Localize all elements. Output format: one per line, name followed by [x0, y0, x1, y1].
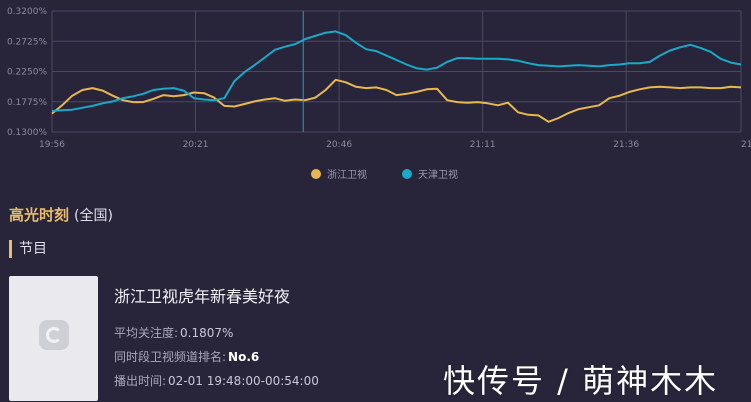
x-tick-label: 21:36	[613, 140, 639, 150]
air-time-label: 播出时间:	[114, 374, 167, 388]
chart-series	[51, 30, 742, 123]
program-thumbnail[interactable]	[9, 276, 98, 401]
x-axis-ticks: 19:56 20:21 20:46 21:11 21:36 21:56	[39, 140, 751, 150]
x-tick-label: 20:21	[183, 140, 209, 150]
air-time: 播出时间: 02-01 19:48:00-00:54:00	[114, 372, 319, 389]
watermark: 快传号 / 萌神木木	[443, 362, 719, 400]
placeholder-logo-icon	[39, 320, 69, 350]
y-tick-label: 0.1300%	[7, 128, 47, 138]
avg-attention-value: 0.1807%	[180, 326, 234, 340]
legend-item[interactable]: 浙江卫视	[311, 168, 367, 181]
x-tick-label: 19:56	[39, 140, 65, 150]
legend-swatch-icon	[402, 169, 412, 179]
y-tick-label: 0.2250%	[7, 68, 47, 78]
y-tick-label: 0.3200%	[7, 7, 47, 17]
channel-rank-value: No.6	[228, 350, 260, 364]
channel-rank: 同时段卫视频道排名: No.6	[114, 348, 259, 365]
channel-rank-label: 同时段卫视频道排名:	[114, 350, 227, 364]
legend-swatch-icon	[311, 169, 321, 179]
legend-label: 浙江卫视	[327, 168, 367, 181]
line-chart: 0.3200% 0.2725% 0.2250% 0.1775% 0.1300% 19:5…	[7, 7, 751, 181]
avg-attention-label: 平均关注度:	[114, 326, 179, 340]
y-tick-label: 0.2725%	[7, 37, 47, 47]
legend-item[interactable]: 天津卫视	[402, 168, 458, 181]
x-tick-label: 21:11	[470, 140, 496, 150]
program-name[interactable]: 浙江卫视虎年新春美好夜	[114, 287, 291, 306]
series-line	[51, 78, 742, 123]
air-time-value: 02-01 19:48:00-00:54:00	[168, 374, 319, 388]
avg-attention: 平均关注度: 0.1807%	[114, 324, 233, 341]
chart-legend[interactable]: 浙江卫视 天津卫视	[311, 168, 458, 181]
legend-label: 天津卫视	[418, 168, 458, 181]
highlight-title-text: 高光时刻	[9, 206, 70, 224]
y-axis-ticks: 0.3200% 0.2725% 0.2250% 0.1775% 0.1300%	[7, 7, 47, 138]
x-tick-label: 21:56	[741, 140, 751, 150]
highlight-scope: (全国)	[74, 208, 113, 224]
series-line	[51, 30, 742, 112]
x-tick-label: 20:46	[326, 140, 352, 150]
chart-grid	[51, 10, 742, 133]
y-tick-label: 0.1775%	[7, 98, 47, 108]
highlight-title: 高光时刻 (全国)	[9, 204, 113, 225]
section-label-program: 节目	[9, 240, 47, 258]
